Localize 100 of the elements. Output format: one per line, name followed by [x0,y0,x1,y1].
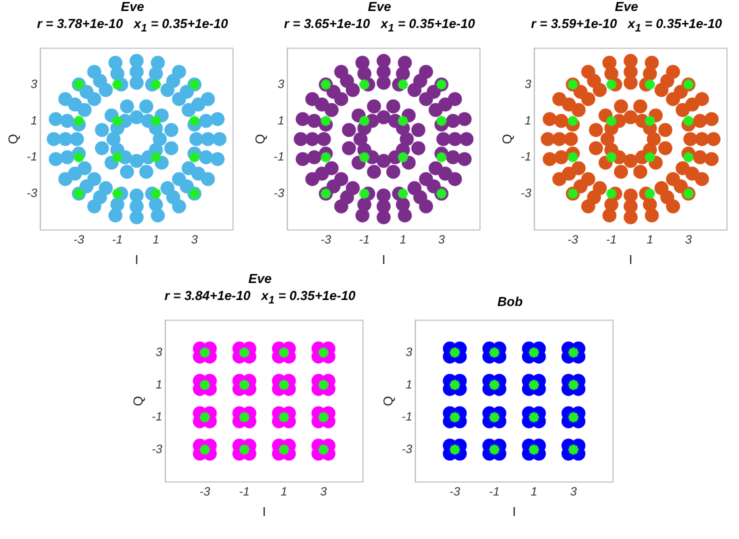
point [358,187,371,200]
x-tick-label: 3 [685,232,692,247]
y-tick-label: 1 [406,377,412,392]
point [358,150,371,164]
point [604,187,618,200]
point [566,378,580,392]
point [643,150,656,164]
point [319,114,332,128]
point [277,346,290,360]
x-tick-label: -1 [112,232,123,247]
point [238,378,251,392]
point [643,187,656,200]
point [396,114,410,128]
point [277,410,290,424]
x-tick-label: 1 [646,232,654,247]
y-tick-label: -1 [152,410,162,424]
x-axis-title: I [134,252,138,267]
x-tick-label: -3 [320,232,332,247]
x-tick-label: 3 [320,484,328,499]
chart-subtitle: r = 3.84+1e-10 x$_{1}$ = 0.35+1e-10 [164,287,356,309]
point [643,114,656,128]
point [604,150,618,164]
x-tick-label: 3 [570,484,578,499]
x-tick-label: -3 [199,484,210,499]
point [149,150,162,164]
point [316,378,330,392]
point [316,443,330,456]
chart-title: Eve [248,270,272,288]
point [682,150,695,164]
point [188,114,201,128]
chart-title: Eve [614,0,638,16]
y-axis-title: Q [380,396,396,406]
y-tick-label: -1 [402,410,412,424]
point [72,114,86,128]
x-axis-title: I [628,252,632,267]
point [316,410,330,424]
chart-subtitle: r = 3.59+1e-10 x$_{1}$ = 0.35+1e-10 [530,15,722,37]
x-tick-label: -3 [567,232,578,247]
point [448,346,462,360]
point [110,114,124,128]
point [149,78,162,92]
x-tick-label: 3 [438,232,446,247]
y-axis-title: Q [252,134,268,144]
x-tick-label: -1 [359,232,370,247]
point [110,150,124,164]
y-tick-label: -3 [274,186,285,200]
point [488,410,501,424]
point [566,410,580,424]
y-tick-label: 1 [524,113,532,128]
y-tick-label: -1 [26,150,38,164]
y-axis-title: Q [130,396,146,406]
point [358,114,371,128]
y-tick-label: -3 [402,442,413,456]
point [188,150,201,164]
point [358,78,371,92]
point [448,378,462,392]
y-axis-title: Q [5,134,20,144]
point [566,346,580,360]
point [149,114,162,128]
point [566,443,580,456]
y-tick-label: 3 [30,76,38,91]
point [72,150,86,164]
y-tick-label: 1 [278,113,284,128]
chart-subtitle: r = 3.78+1e-10 x$_{1}$ = 0.35+1e-10 [36,15,228,37]
point [396,187,410,200]
x-tick-label: -1 [606,232,617,247]
y-tick-label: 1 [156,377,162,392]
point [566,114,580,128]
point [277,443,290,456]
point [238,443,251,456]
point [527,443,540,456]
point [604,78,618,92]
x-axis-title: I [382,252,386,267]
x-tick-label: 3 [191,232,198,247]
point [319,150,332,164]
x-tick-label: -1 [239,484,250,499]
point [396,78,410,92]
point [198,346,212,360]
point [527,346,540,360]
point [643,78,656,92]
x-tick-label: -3 [73,232,84,247]
point [682,114,695,128]
y-tick-label: -3 [152,442,163,456]
chart-subtitle: r = 3.65+1e-10 x$_{1}$ = 0.35+1e-10 [284,15,476,37]
point [396,150,410,164]
point [198,378,212,392]
chart-title: Eve [368,0,392,16]
point [527,378,540,392]
point [434,150,448,164]
point [604,114,618,128]
point [198,410,212,424]
point [434,114,448,128]
y-tick-label: 1 [30,113,38,128]
point [488,443,501,456]
y-tick-label: -3 [520,186,532,200]
y-tick-label: 3 [524,76,532,91]
y-tick-label: 3 [156,344,163,359]
point [488,378,501,392]
point [448,410,462,424]
y-tick-label: 3 [278,76,285,91]
